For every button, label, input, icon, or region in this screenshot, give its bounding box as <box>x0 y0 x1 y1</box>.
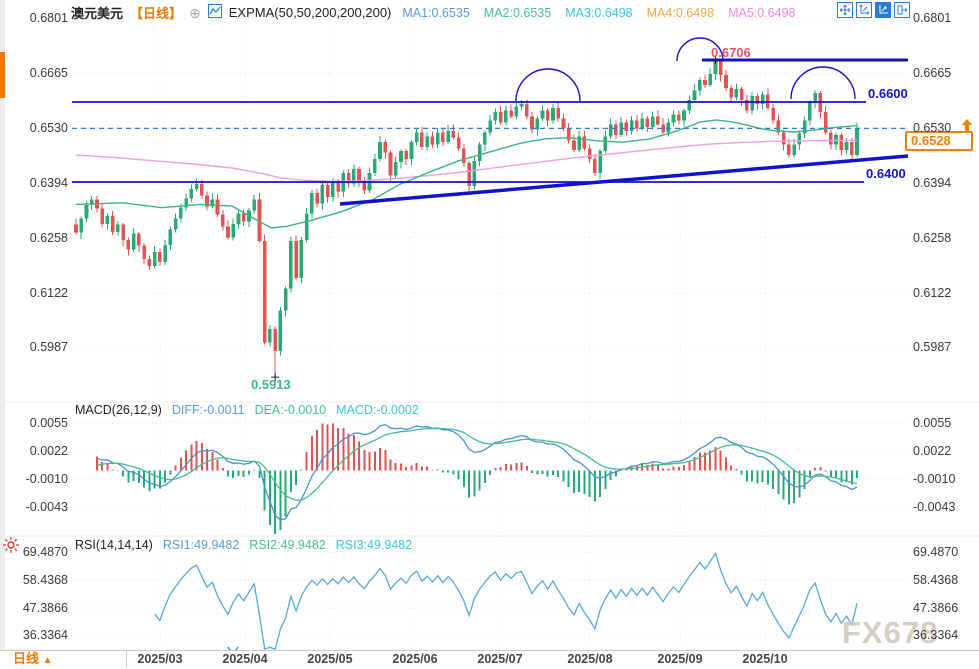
rsi-axis-right-label: 69.4870 <box>913 545 959 559</box>
rsi-axis-right-label: 47.3866 <box>913 601 959 615</box>
macd-axis-right-label: -0.0043 <box>913 500 956 514</box>
rsi-title: RSI(14,14,14) <box>75 538 153 552</box>
ma-legend: MA1:0.6535 MA2:0.6535 MA3:0.6498 MA4:0.6498… <box>398 6 795 20</box>
macd-axis-left-label: -0.0043 <box>25 500 68 514</box>
line-chart-icon <box>207 4 222 21</box>
price-axis-right-label: 0.6530 <box>913 121 952 135</box>
axis-scale-icon[interactable] <box>875 2 891 18</box>
price-axis-right-label: 0.5987 <box>913 340 952 354</box>
resistance-label: 0.6600 <box>868 86 908 101</box>
fx678-watermark: FX678 <box>842 615 939 650</box>
price-axis-left-label: 0.6801 <box>29 11 68 25</box>
x-axis-month-label: 2025/07 <box>477 652 523 666</box>
price-axis-left-label: 0.5987 <box>29 340 68 354</box>
indicator-name: EXPMA(50,50,200,200,200) <box>228 5 392 20</box>
macd-title: MACD(26,12,9) <box>75 403 162 417</box>
price-axis-left-label: 0.6122 <box>29 286 68 300</box>
x-axis-month-label: 2025/08 <box>567 652 613 666</box>
x-axis-month-label: 2025/04 <box>222 652 268 666</box>
add-indicator-icon[interactable]: ⊕ <box>189 4 201 21</box>
x-axis-month-label: 2025/06 <box>392 652 438 666</box>
axis-adjust-icon[interactable] <box>856 2 872 18</box>
rsi-axis-right-label: 58.4368 <box>913 573 959 587</box>
price-axis-right-label: 0.6122 <box>913 286 952 300</box>
rsi-axis-left-label: 69.4870 <box>22 545 68 559</box>
ma-label-2: MA2:0.6535 <box>483 5 552 20</box>
current-price-badge: 0.6528 <box>905 131 973 151</box>
period-label: 日线 <box>13 651 40 666</box>
left-strip-marker <box>0 52 5 98</box>
price-axis-right-label: 0.6801 <box>913 11 952 25</box>
x-axis-month-label: 2025/03 <box>137 652 183 666</box>
ma-label-3: MA3:0.6498 <box>565 5 633 20</box>
chart-toolbar <box>837 2 910 18</box>
x-axis-bar <box>0 650 979 669</box>
x-axis-month-label: 2025/05 <box>307 652 353 666</box>
resistance-top-label: 0.6706 <box>711 45 751 60</box>
rsi-axis-left-label: 47.3866 <box>22 601 68 615</box>
price-axis-right-label: 0.6258 <box>913 231 952 245</box>
ma-label-4: MA4:0.6498 <box>646 5 715 20</box>
sun-icon[interactable] <box>2 536 20 559</box>
macd-axis-right-label: 0.0022 <box>913 444 952 458</box>
left-edge-strip <box>0 0 5 669</box>
ma-label-1: MA1:0.6535 <box>402 5 470 20</box>
price-axis-right-label: 0.6394 <box>913 176 952 190</box>
macd-diff-value: DIFF:-0.0011 <box>171 403 245 417</box>
x-axis-month-label: 2025/10 <box>742 652 788 666</box>
rsi-axis-right-label: 36.3364 <box>913 628 959 642</box>
price-axis-right-label: 0.6665 <box>913 66 952 80</box>
rsi2-value: RSI2:49.9482 <box>249 538 326 552</box>
pop-out-icon[interactable] <box>894 2 910 18</box>
symbol-title: 澳元美元 <box>71 6 124 21</box>
period-tag: 【日线】 <box>130 6 183 21</box>
rsi-axis-left-label: 36.3364 <box>22 628 68 642</box>
macd-axis-left-label: 0.0055 <box>29 416 68 430</box>
macd-axis-left-label: -0.0010 <box>25 472 68 486</box>
ma-label-5: MA5:0.6498 <box>728 5 796 20</box>
period-selector[interactable]: 日线 ▲ <box>0 650 127 668</box>
price-axis-left-label: 0.6394 <box>29 176 68 190</box>
rsi1-value: RSI1:49.9482 <box>162 538 240 552</box>
price-axis-left-label: 0.6258 <box>29 231 68 245</box>
macd-header: MACD(26,12,9) DIFF:-0.0011 DEA:-0.0010 M… <box>75 403 419 417</box>
x-axis-month-label: 2025/09 <box>657 652 703 666</box>
price-axis-left-label: 0.6665 <box>29 66 68 80</box>
macd-macd-value: MACD:-0.0002 <box>336 403 419 417</box>
arrow-up-icon <box>960 118 974 138</box>
support-label: 0.6400 <box>866 166 906 181</box>
macd-axis-right-label: 0.0055 <box>913 416 952 430</box>
price-axis-left-label: 0.6530 <box>29 121 68 135</box>
move-icon[interactable] <box>837 2 853 18</box>
macd-axis-left-label: 0.0022 <box>29 444 68 458</box>
rsi-axis-left-label: 58.4368 <box>22 573 68 587</box>
low-price-label: 0.5913 <box>251 377 291 392</box>
macd-dea-value: DEA:-0.0010 <box>254 403 327 417</box>
macd-axis-right-label: -0.0010 <box>913 472 956 486</box>
period-arrow-icon: ▲ <box>42 655 53 666</box>
rsi3-value: RSI3:49.9482 <box>335 538 413 552</box>
rsi-header: RSI(14,14,14) RSI1:49.9482 RSI2:49.9482 … <box>75 538 412 552</box>
chart-header: 澳元美元 【日线】 ⊕ EXPMA(50,50,200,200,200) MA1… <box>71 3 795 22</box>
